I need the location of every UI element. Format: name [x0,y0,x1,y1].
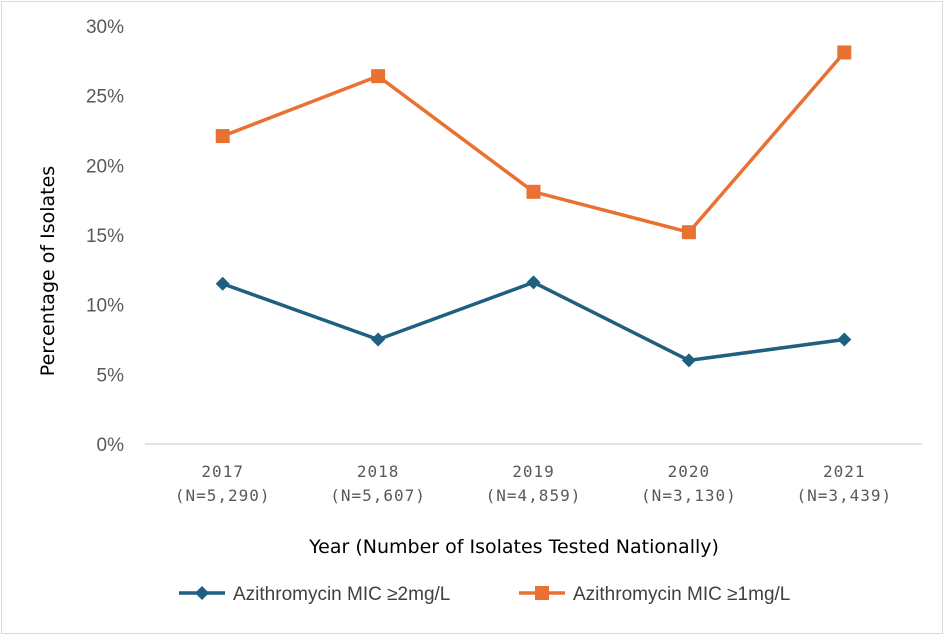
y-axis: 0% 5% 10% 15% 20% 25% 30% [86,17,124,456]
x-tick-label: 2019 [512,462,555,481]
data-point [526,275,541,290]
data-point [526,184,541,199]
x-tick-sublabel: (N=3,439) [796,486,892,505]
series-1 [215,275,852,368]
series-layer [215,45,852,368]
legend-marker [535,586,549,600]
x-tick-sublabel: (N=5,290) [175,486,271,505]
legend: Azithromycin MIC ≥2mg/L Azithromycin MIC … [179,584,790,605]
x-tick-label: 2020 [668,462,711,481]
y-tick-label: 10% [86,296,124,317]
legend-label: Azithromycin MIC ≥2mg/L [233,584,450,605]
series-line [220,280,847,363]
data-point [215,129,230,144]
y-axis-title: Percentage of Isolates [37,166,59,376]
x-tick-label: 2018 [357,462,400,481]
series-line [220,50,847,234]
y-tick-label: 5% [97,365,125,386]
y-tick-label: 0% [97,435,125,456]
y-tick-label: 20% [86,156,124,177]
data-point [371,69,386,84]
x-axis-title: Year (Number of Isolates Tested National… [308,536,719,558]
legend-marker [195,586,209,600]
x-tick-sublabel: (N=3,130) [641,486,737,505]
data-point [837,332,852,347]
legend-label: Azithromycin MIC ≥1mg/L [573,584,790,605]
y-tick-label: 30% [86,17,124,38]
data-point [215,276,230,291]
x-tick-label: 2021 [823,462,866,481]
data-point [681,353,696,368]
y-tick-label: 25% [86,87,124,108]
data-point [681,225,696,240]
x-tick-sublabel: (N=5,607) [330,486,426,505]
x-axis: 2017 (N=5,290) 2018 (N=5,607) 2019 (N=4,859) 2… [175,462,892,505]
y-tick-label: 15% [86,226,124,247]
legend-item: Azithromycin MIC ≥1mg/L [519,584,790,605]
data-point [371,332,386,347]
legend-item: Azithromycin MIC ≥2mg/L [179,584,450,605]
x-tick-label: 2017 [201,462,244,481]
data-point [837,45,852,60]
series-2 [215,45,852,240]
x-tick-sublabel: (N=4,859) [486,486,582,505]
